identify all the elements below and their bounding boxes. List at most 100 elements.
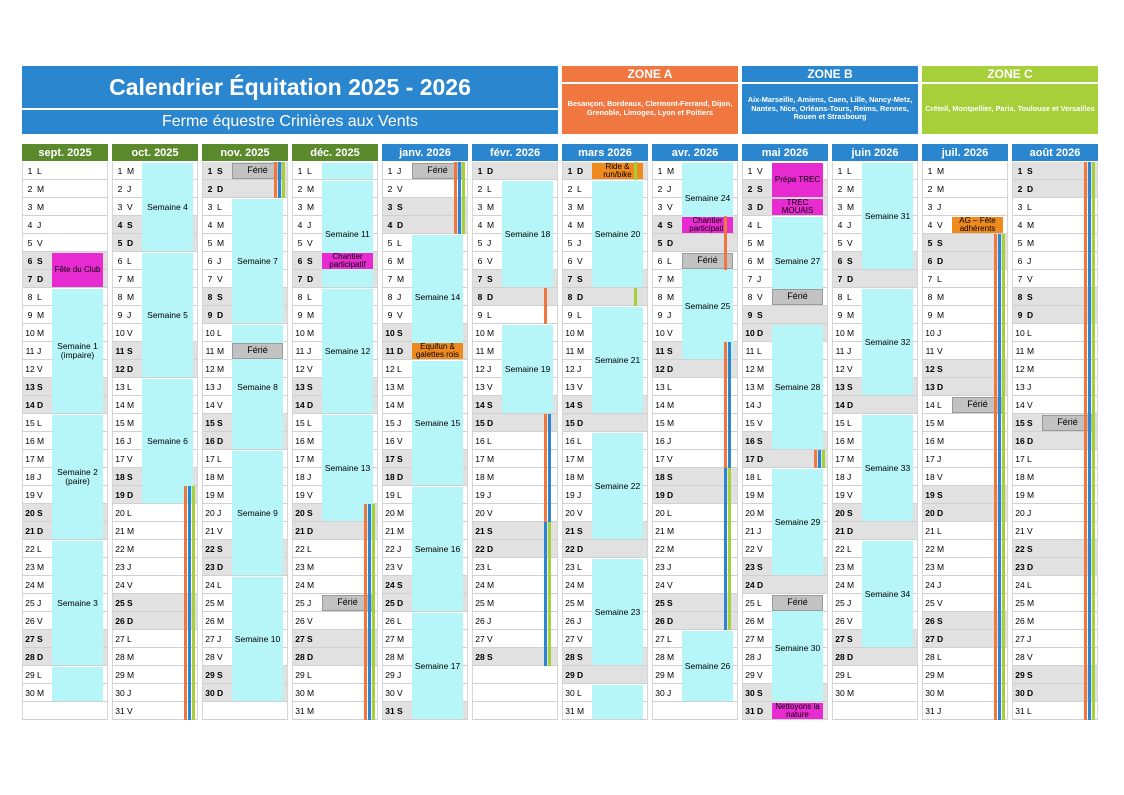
weekday-letter: J [397,669,402,680]
weekday-letter: J [487,237,492,248]
day-number: 25 [205,597,215,608]
weekday-letter: V [1027,273,1033,284]
day-number: 14 [295,399,305,410]
day-number: 17 [205,453,215,464]
day-number: 12 [115,363,125,374]
day-number: 16 [655,435,665,446]
weekday-letter: D [757,453,764,464]
weekday-letter: L [757,219,762,230]
weekday-letter: M [667,417,675,428]
day-number: 23 [25,561,35,572]
month-days: 1 L 2 M 3 M 4 J 5 V 6 S 7 D 8 L 9 M 10 M 11 J 12 V 13 S 14 D 15 L 16 M 1… [292,162,378,720]
day-number: 23 [205,561,215,572]
day-number: 18 [835,471,845,482]
day-number: 17 [385,453,395,464]
day-number: 19 [925,489,935,500]
weekday-letter: S [37,507,43,518]
weekday-letter: V [577,381,583,392]
weekday-letter: J [37,597,42,608]
weekday-letter: M [397,381,405,392]
day-number: 26 [295,615,305,626]
holiday-badge: Férié [952,397,1003,413]
day-cell: 26 D [112,612,198,630]
weekday-letter: M [397,273,405,284]
weekday-letter: L [1027,579,1032,590]
weekday-letter: D [217,561,224,572]
day-number: 8 [297,291,303,302]
weekday-letter: M [37,561,45,572]
day-number: 16 [25,435,35,446]
day-cell: 28 M [112,648,198,666]
weekday-letter: J [937,453,942,464]
day-number: 22 [925,543,935,554]
day-number: 2 [837,183,843,194]
weekday-letter: L [937,399,942,410]
day-cell: 20 D [922,504,1008,522]
weekday-letter: M [487,597,495,608]
weekday-letter: J [577,489,582,500]
day-number: 9 [297,309,303,320]
month-days: 1 V 2 S 3 D 4 L 5 M 6 M 7 J 8 V 9 S 10 D 11 L 12 M 13 M 14 J 15 V 16 S 1… [742,162,828,720]
weekday-letter: J [847,219,852,230]
day-cell: 17 J [922,450,1008,468]
weekday-letter: M [397,525,405,536]
weekday-letter: M [217,597,225,608]
day-number: 6 [567,255,573,266]
weekday-letter: S [757,309,763,320]
weekday-letter: L [307,669,312,680]
day-number: 30 [1015,687,1025,698]
week-block: Semaine 21 [592,307,643,413]
weekday-letter: V [937,471,943,482]
day-number: 11 [385,345,395,356]
weekday-letter: L [487,309,492,320]
day-cell: 22 D [472,540,558,558]
day-number: 14 [655,399,665,410]
day-number: 10 [385,327,395,338]
day-number: 5 [27,237,33,248]
day-number: 20 [1015,507,1025,518]
day-cell: 11 V [922,342,1008,360]
empty-cell [22,702,108,720]
weekday-letter: M [577,453,585,464]
day-cell: 14 D [832,396,918,414]
weekday-letter: D [487,291,494,302]
month-header: mai 2026 [742,144,828,161]
day-number: 4 [297,219,303,230]
day-cell: 28 D [832,648,918,666]
week-block: Semaine 5 [142,253,193,377]
weekday-letter: M [937,165,945,176]
day-number: 25 [925,597,935,608]
day-number: 1 [1017,165,1023,176]
day-cell: 17 D [742,450,828,468]
day-number: 28 [565,651,575,662]
weekday-letter: S [667,345,673,356]
weekday-letter: M [1027,615,1035,626]
weekday-letter: D [667,489,674,500]
zone-b-holiday-stripe [278,162,281,198]
month-days: 1 S 2 D 3 L 4 M 5 M 6 J 7 V 8 S 9 D 10 L 11 M 12 M 13 J 14 V 15 S 16 D 1… [1012,162,1098,720]
day-number: 1 [747,165,753,176]
day-number: 12 [205,363,215,374]
weekday-letter: V [487,507,493,518]
week-block: Semaine 1 (impaire) [52,289,103,413]
day-number: 26 [25,615,35,626]
day-cell: 28 D [292,648,378,666]
weekday-letter: L [847,165,852,176]
weekday-letter: M [307,327,315,338]
weekday-letter: S [487,525,493,536]
day-number: 24 [565,579,575,590]
day-number: 15 [925,417,935,428]
day-cell: 30 M [292,684,378,702]
day-number: 23 [655,561,665,572]
day-number: 6 [297,255,303,266]
weekday-letter: V [757,291,763,302]
day-number: 6 [1017,255,1023,266]
day-number: 21 [925,525,935,536]
weekday-letter: M [847,579,855,590]
weekday-letter: S [397,327,403,338]
day-cell: 24 M [472,576,558,594]
day-cell: 21 S [472,522,558,540]
weekday-letter: S [487,651,493,662]
